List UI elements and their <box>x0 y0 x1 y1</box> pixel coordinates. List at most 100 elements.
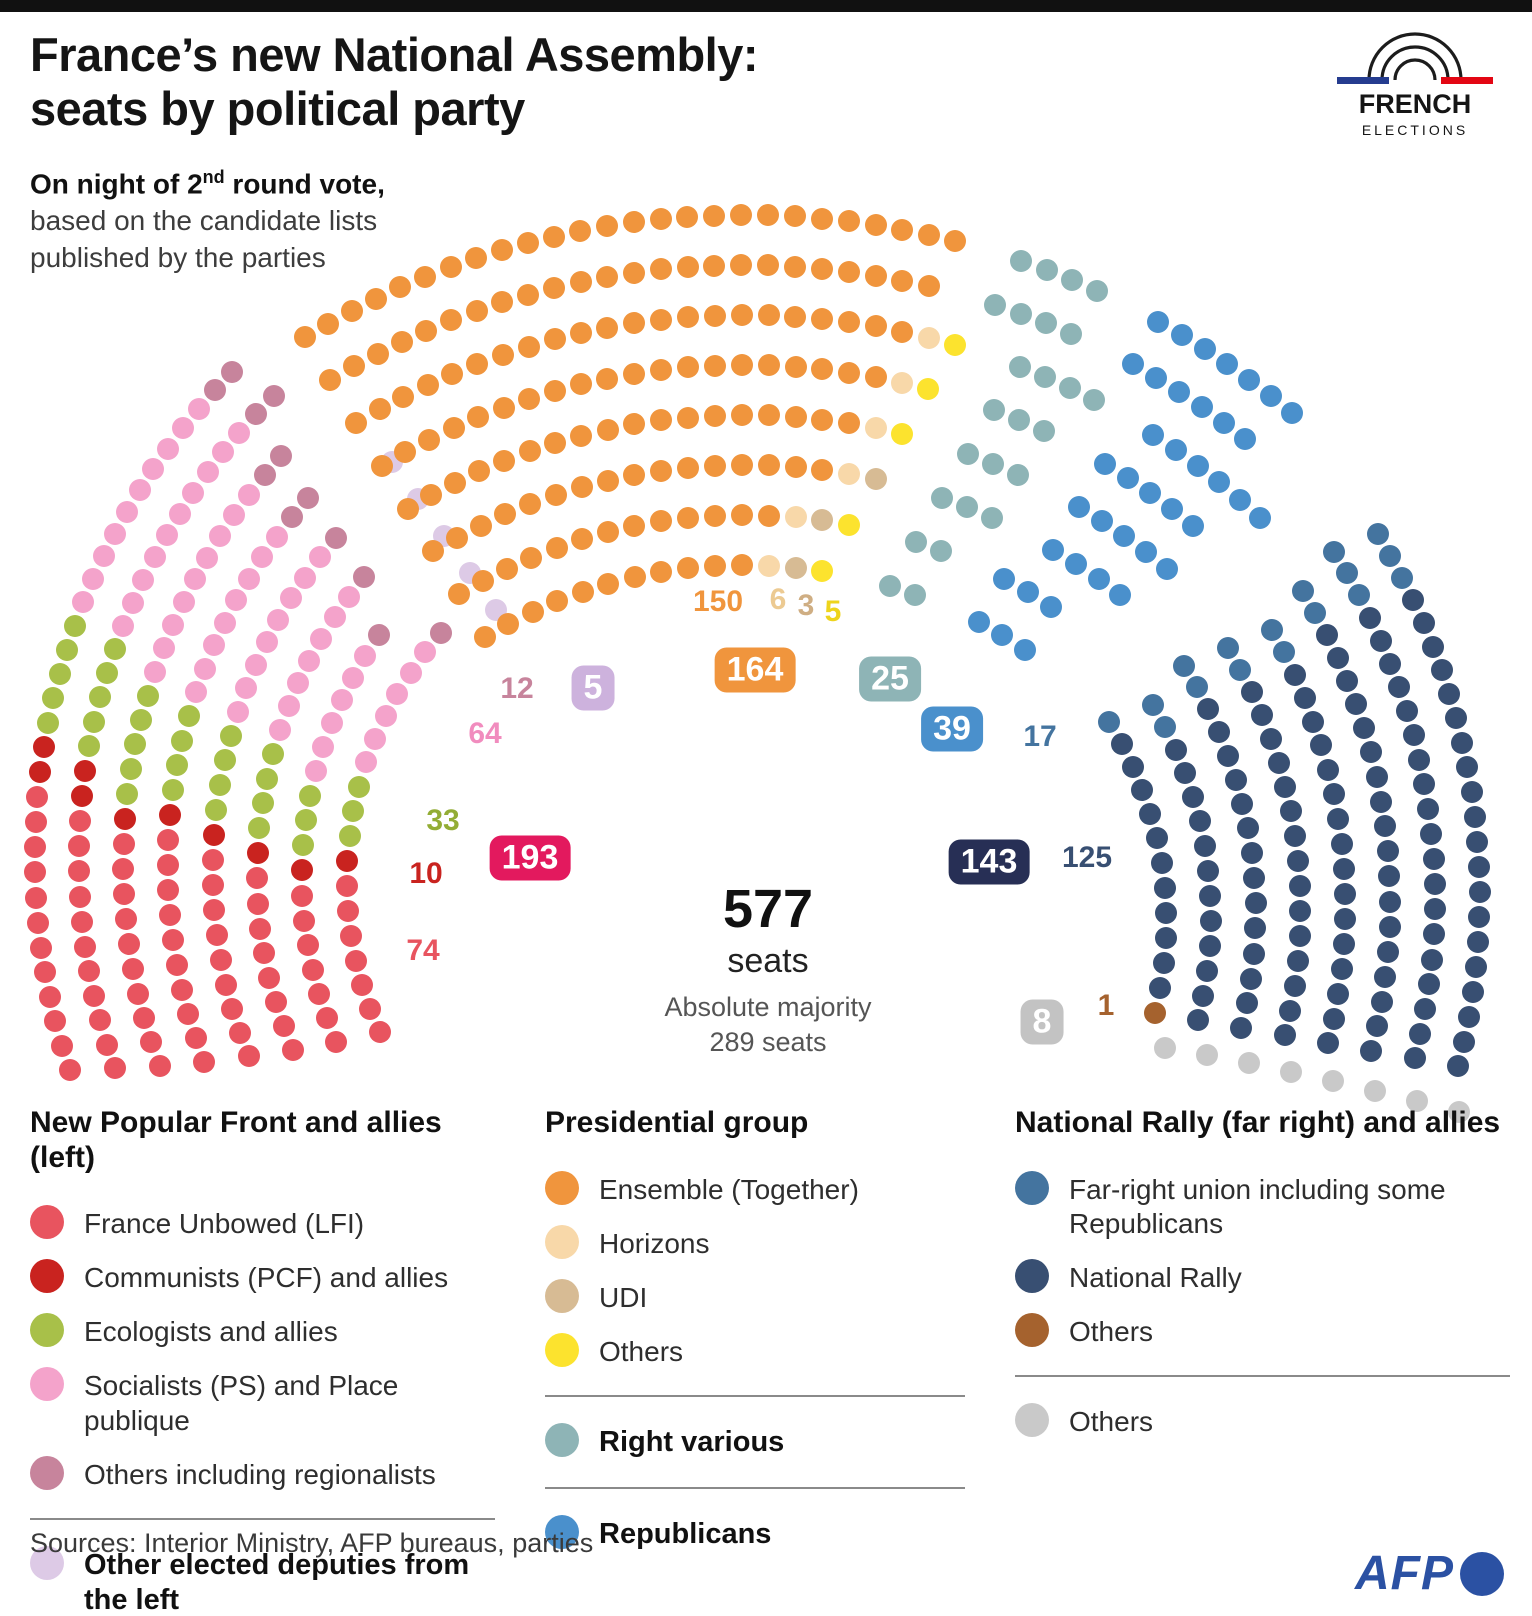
seat-dot <box>465 247 488 270</box>
seat-dot <box>82 568 105 591</box>
seat-dot <box>649 359 672 382</box>
seat-dot <box>116 782 139 805</box>
seat-dot <box>366 342 389 365</box>
seat-dot <box>468 460 491 483</box>
seat-dot <box>917 326 940 349</box>
legend-item-label: Horizons <box>599 1227 710 1259</box>
legend-color-dot <box>545 1514 579 1549</box>
seat-dot <box>1403 1047 1426 1070</box>
seat-dot <box>1468 906 1491 929</box>
seat-dot <box>1466 931 1489 954</box>
seat-dot <box>784 506 807 529</box>
seat-dot <box>811 408 834 431</box>
seat-dot <box>1417 798 1440 821</box>
seat-dot <box>495 557 518 580</box>
seat-dot <box>1327 982 1350 1005</box>
legend-item-label: Right various <box>599 1426 785 1459</box>
seat-dot <box>676 256 699 279</box>
seat-count-badge-republicans: 39 <box>921 706 983 752</box>
seat-dot <box>491 343 514 366</box>
seat-dot <box>864 214 887 237</box>
seat-dot <box>1087 568 1110 591</box>
seat-dot <box>784 305 807 328</box>
seat-dot <box>1464 956 1487 979</box>
legend-divider <box>1015 1375 1510 1378</box>
legend-divider <box>545 1486 965 1489</box>
logo-arc-outer <box>1367 32 1463 81</box>
seat-dot <box>1244 892 1267 915</box>
seat-dot <box>1039 595 1062 618</box>
seat-dot <box>1326 646 1349 669</box>
seat-dot <box>392 385 415 408</box>
seat-dot <box>165 954 188 977</box>
legend-column-3: National Rally (far right) and allies Far… <box>1015 1106 1510 1457</box>
seat-dot <box>649 459 672 482</box>
seat-dot <box>1283 663 1306 686</box>
legend-divider <box>545 1395 965 1398</box>
seat-dot <box>1193 338 1216 361</box>
seat-dot <box>1359 606 1382 629</box>
seat-dot <box>1164 738 1187 761</box>
seat-dot <box>864 468 887 491</box>
seat-dot <box>255 631 278 654</box>
total-seats-number: 577 <box>722 879 814 939</box>
seat-dot <box>1456 756 1479 779</box>
seat-dot <box>95 1033 118 1056</box>
seat-dot <box>1438 683 1461 706</box>
majority-line-2: 289 seats <box>709 1026 827 1057</box>
seat-dot <box>320 712 343 735</box>
legend-item-label: Ecologists and allies <box>84 1316 338 1348</box>
seat-dot <box>351 974 374 997</box>
legend-color-dot <box>30 1205 64 1239</box>
legend-color-dot <box>30 1455 64 1490</box>
seat-dot <box>864 366 887 389</box>
seat-dot <box>156 854 179 877</box>
seat-dot <box>811 458 834 481</box>
seat-dot <box>491 291 514 314</box>
seat-dot <box>1291 579 1314 602</box>
seat-dot <box>569 322 592 345</box>
seat-dot <box>1188 810 1211 833</box>
seat-dot <box>1196 959 1219 982</box>
seat-dot <box>136 684 159 707</box>
seat-dot <box>1065 552 1088 575</box>
logo-blue-bar <box>1337 77 1389 84</box>
seat-dot <box>904 530 927 553</box>
seat-dot <box>1272 641 1295 664</box>
seat-dot <box>469 514 492 537</box>
legend-divider <box>30 1517 495 1520</box>
seat-dot <box>569 219 592 242</box>
seat-dot <box>596 215 618 238</box>
seat-dot <box>185 681 208 704</box>
seat-dot <box>1190 395 1213 418</box>
seat-dot <box>1199 884 1222 907</box>
seat-dot <box>112 614 135 637</box>
seat-dot <box>1098 711 1121 734</box>
seat-dot <box>1423 898 1446 921</box>
seat-dot <box>277 695 300 718</box>
seat-dot <box>1322 540 1345 563</box>
seat-dot <box>308 983 330 1006</box>
seat-dot <box>219 724 242 747</box>
seat-dot <box>1193 834 1216 857</box>
seat-dot <box>811 509 834 532</box>
seat-dot <box>545 536 568 559</box>
seat-dot <box>516 232 539 255</box>
seat-dot <box>838 412 861 435</box>
seat-count-badge-npf_total: 193 <box>489 835 571 881</box>
legend-item-label: National Rally <box>1069 1261 1242 1293</box>
seat-dot <box>983 399 1006 422</box>
seat-dot <box>649 258 672 281</box>
seat-dot <box>676 356 699 379</box>
seat-dot <box>338 824 361 847</box>
seat-dot <box>838 210 861 233</box>
seat-dot <box>368 1021 391 1044</box>
seat-dot <box>1198 934 1221 957</box>
seat-dot <box>1199 909 1222 932</box>
seat-dot <box>121 591 144 614</box>
seat-dot <box>396 497 419 520</box>
legend-item-ps: Socialists (PS) and Place publique <box>30 1367 495 1437</box>
afp-logo: AFP <box>1355 1546 1504 1601</box>
seat-dot <box>159 804 182 827</box>
seat-dot <box>676 306 699 329</box>
